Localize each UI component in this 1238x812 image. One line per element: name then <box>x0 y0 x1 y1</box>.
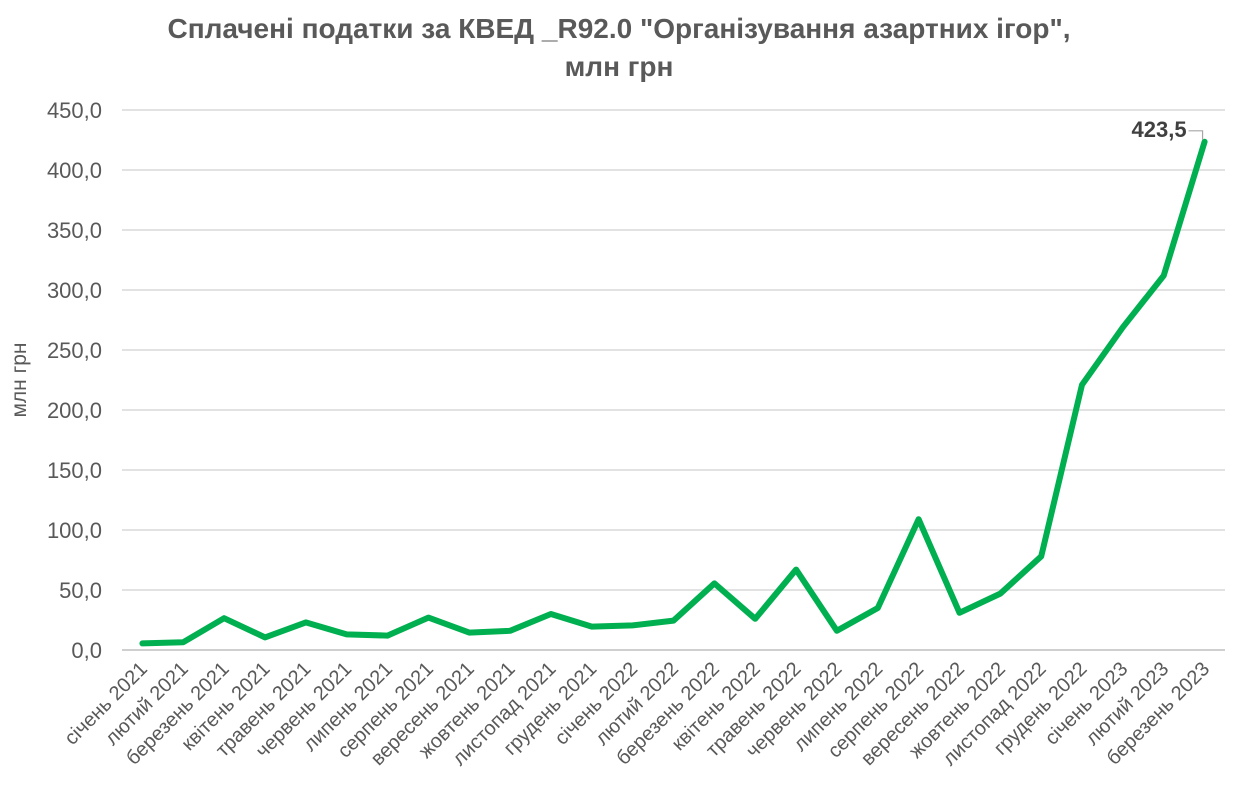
y-tick-label: 400,0 <box>47 158 102 183</box>
y-axis-ticks: 0,0 50,0 100,0 150,0 200,0 250,0 300,0 350,0 400… <box>47 98 102 663</box>
data-label: 423,5 <box>1132 117 1187 142</box>
series-line <box>139 138 1208 647</box>
y-axis-label: млн грн <box>8 342 31 417</box>
y-tick-label: 150,0 <box>47 458 102 483</box>
y-tick-label: 350,0 <box>47 218 102 243</box>
data-labels: 423,5 <box>1132 117 1204 142</box>
y-tick-label: 200,0 <box>47 398 102 423</box>
chart-title-line2: млн грн <box>564 51 674 82</box>
y-tick-label: 450,0 <box>47 98 102 123</box>
gridlines <box>122 109 1225 651</box>
series-group <box>139 138 1208 647</box>
y-tick-label: 50,0 <box>59 578 102 603</box>
y-tick-label: 0,0 <box>71 638 102 663</box>
y-tick-label: 250,0 <box>47 338 102 363</box>
data-label-leader <box>1188 130 1204 140</box>
chart-title-line1: Сплачені податки за КВЕД _R92.0 "Організ… <box>167 13 1071 44</box>
y-tick-label: 300,0 <box>47 278 102 303</box>
chart-title: Сплачені податки за КВЕД _R92.0 "Організ… <box>0 10 1238 86</box>
y-tick-label: 100,0 <box>47 518 102 543</box>
